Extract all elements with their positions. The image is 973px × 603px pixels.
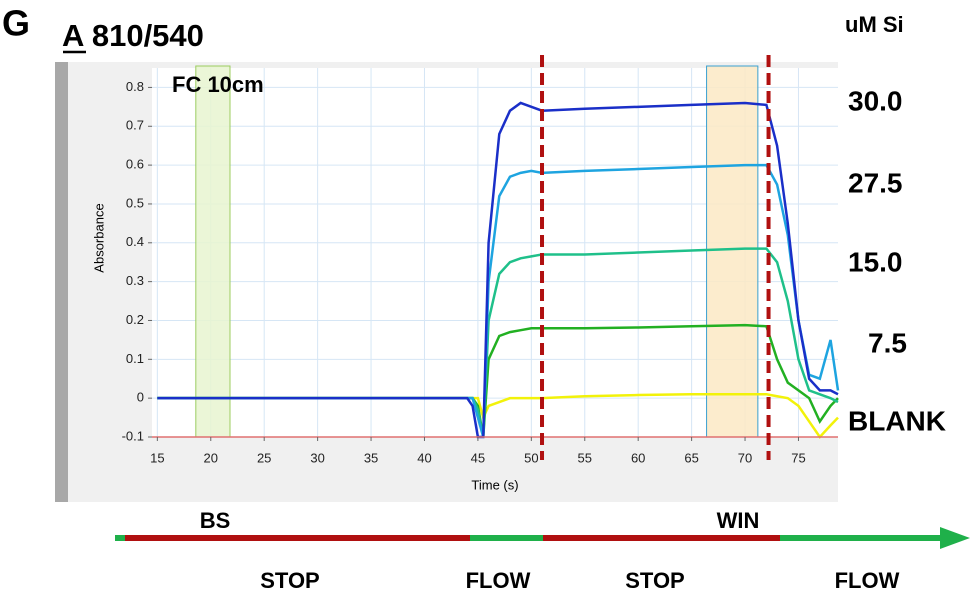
x-axis-label: Time (s) — [471, 477, 518, 492]
phase-label: FLOW — [466, 568, 531, 593]
x-tick-label: 25 — [257, 450, 271, 465]
subtitle: FC 10cm — [172, 72, 264, 97]
y-tick-label: -0.1 — [122, 428, 144, 443]
y-tick-label: 0.2 — [126, 312, 144, 327]
panel-strip — [55, 62, 68, 502]
x-tick-label: 30 — [310, 450, 324, 465]
region — [195, 65, 231, 438]
lines — [157, 101, 840, 440]
panel-label: G — [2, 3, 30, 44]
x-tick-label: 45 — [471, 450, 485, 465]
y-tick-label: 0.3 — [126, 273, 144, 288]
x-tick-label: 20 — [204, 450, 218, 465]
x-tick-label: 55 — [578, 450, 592, 465]
y-tick-label: 0.6 — [126, 157, 144, 172]
y-tick-label: 0 — [137, 390, 144, 405]
regions — [195, 65, 759, 438]
x-tick-label: 60 — [631, 450, 645, 465]
x-tick-label: 15 — [150, 450, 164, 465]
legend-label: 30.0 — [848, 85, 903, 116]
phase-label: STOP — [260, 568, 320, 593]
arrow-head — [940, 527, 970, 549]
chart-title: A 810/540 — [62, 18, 204, 53]
legend-label: 27.5 — [848, 167, 903, 198]
phase-label: STOP — [625, 568, 685, 593]
x-tick-label: 40 — [417, 450, 431, 465]
x-tick-label: 65 — [684, 450, 698, 465]
legend-label: 7.5 — [868, 327, 907, 358]
y-tick-label: 0.1 — [126, 351, 144, 366]
y-tick-label: 0.4 — [126, 234, 144, 249]
series-line — [157, 393, 839, 440]
region-label: WIN — [717, 508, 760, 533]
legend-title: uM Si — [845, 12, 904, 37]
x-tick-label: 35 — [364, 450, 378, 465]
legend-label: 15.0 — [848, 246, 903, 277]
phase-label: FLOW — [835, 568, 900, 593]
region-label: BS — [200, 508, 231, 533]
y-tick-label: 0.7 — [126, 118, 144, 133]
legend-label: BLANK — [848, 405, 946, 436]
x-tick-label: 75 — [791, 450, 805, 465]
y-tick-label: 0.8 — [126, 79, 144, 94]
x-tick-label: 70 — [738, 450, 752, 465]
y-axis-label: Absorbance — [91, 203, 106, 272]
x-tick-label: 50 — [524, 450, 538, 465]
region — [706, 65, 759, 438]
y-tick-label: 0.5 — [126, 195, 144, 210]
